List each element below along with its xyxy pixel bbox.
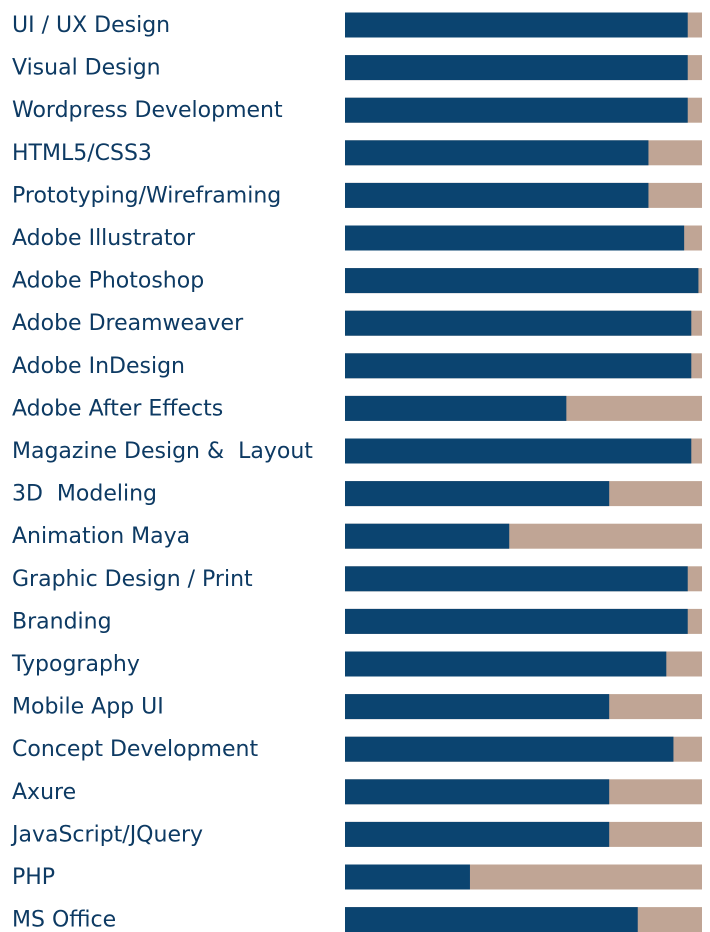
category-label: 3D Modeling bbox=[12, 482, 157, 507]
bar bbox=[345, 310, 692, 336]
bar bbox=[345, 779, 610, 805]
category-label: JavaScript/JQuery bbox=[10, 822, 203, 847]
category-label: Concept Development bbox=[12, 737, 258, 762]
category-label: Visual Design bbox=[12, 56, 161, 81]
category-label: Graphic Design / Print bbox=[12, 567, 253, 592]
category-label: UI / UX Design bbox=[12, 13, 170, 38]
bar bbox=[345, 651, 667, 677]
category-label: Magazine Design & Layout bbox=[12, 439, 313, 464]
category-label: Adobe InDesign bbox=[12, 354, 185, 379]
bar bbox=[345, 395, 567, 421]
bar bbox=[345, 438, 692, 464]
category-label: Adobe Photoshop bbox=[12, 269, 204, 294]
category-label: Adobe Illustrator bbox=[12, 226, 196, 251]
bar bbox=[345, 182, 649, 208]
bar bbox=[345, 481, 610, 507]
bar bbox=[345, 566, 688, 592]
category-label: Animation Maya bbox=[12, 524, 190, 549]
category-label: MS Office bbox=[12, 908, 116, 932]
bar bbox=[345, 907, 638, 932]
bar bbox=[345, 12, 688, 38]
bar bbox=[345, 55, 688, 81]
category-label: Typography bbox=[11, 652, 140, 677]
category-label: Axure bbox=[12, 780, 76, 805]
bar bbox=[345, 353, 692, 379]
bar bbox=[345, 821, 610, 847]
category-label: Adobe After Effects bbox=[12, 396, 223, 421]
bar bbox=[345, 97, 688, 123]
category-label: Adobe Dreamweaver bbox=[12, 311, 244, 336]
bar bbox=[345, 225, 685, 251]
bar bbox=[345, 140, 649, 166]
category-label: HTML5/CSS3 bbox=[12, 141, 152, 166]
bar bbox=[345, 268, 699, 294]
category-label: Wordpress Development bbox=[12, 98, 283, 123]
bar bbox=[345, 608, 688, 634]
category-label: Prototyping/Wireframing bbox=[12, 183, 281, 208]
bar bbox=[345, 694, 610, 720]
category-label: Branding bbox=[12, 609, 112, 634]
bar bbox=[345, 736, 674, 762]
bar bbox=[345, 523, 510, 549]
category-label: Mobile App UI bbox=[12, 695, 164, 720]
category-label: PHP bbox=[12, 865, 55, 890]
bar bbox=[345, 864, 470, 890]
